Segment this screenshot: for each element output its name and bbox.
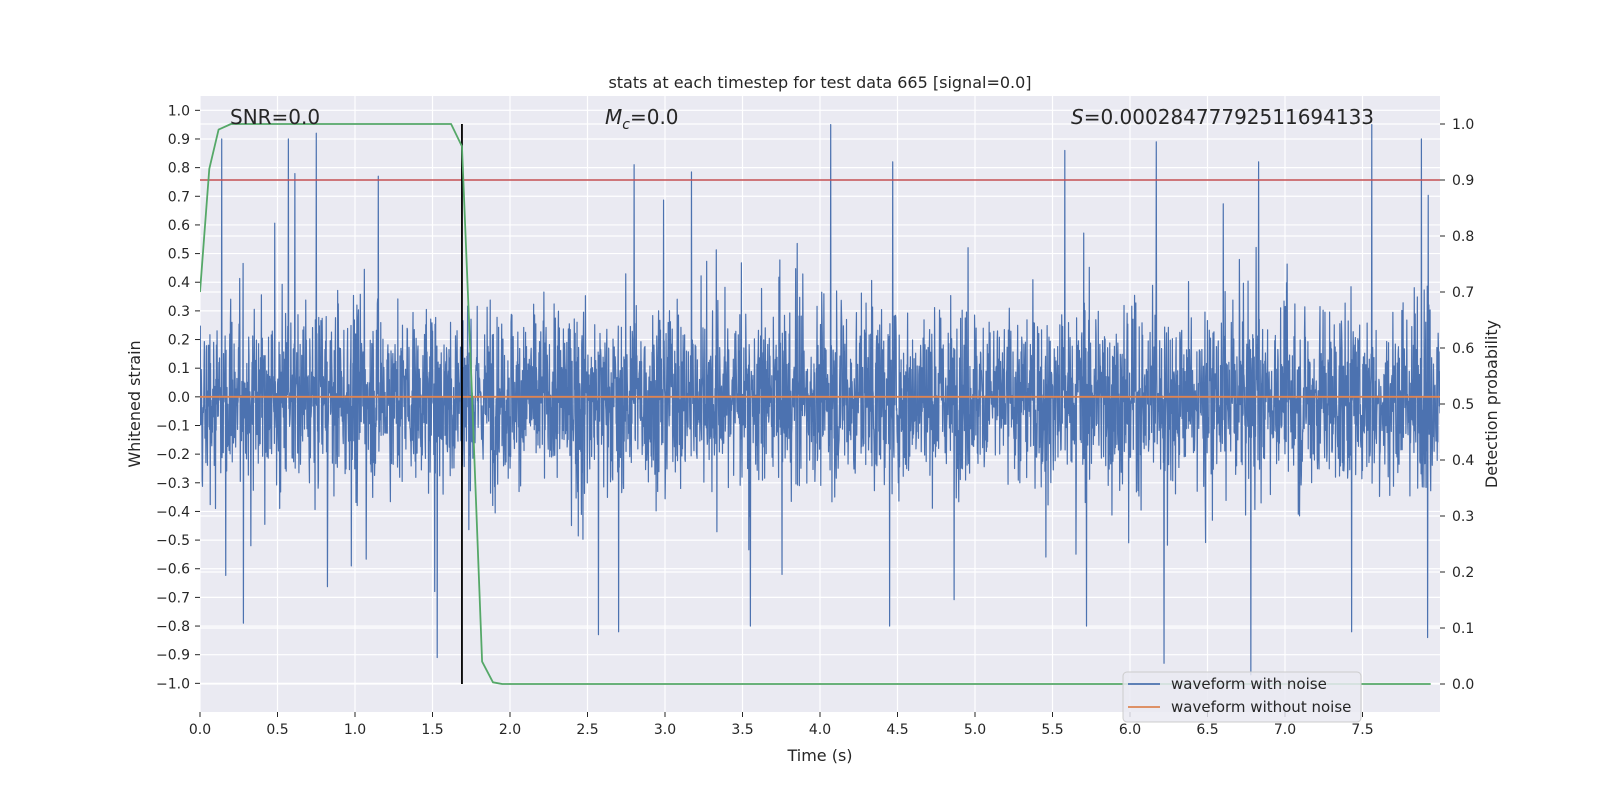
x-tick-label: 5.5 [1041,722,1063,738]
y-tick-label: 0.8 [168,161,190,177]
snr-annotation: SNR=0.0 [230,105,320,129]
y2-tick-label: 0.1 [1452,621,1474,637]
y-tick-label: 0.4 [168,275,190,291]
mc-subscript: c [622,117,630,133]
y2-tick-label: 0.7 [1452,285,1474,301]
y2-tick-label: 0.5 [1452,397,1474,413]
legend: waveform with noise waveform without noi… [1122,671,1362,723]
mc-annotation: Mc=0.0 [605,105,679,133]
legend-label-clean: waveform without noise [1171,698,1351,716]
series-detection-probability [200,123,1431,685]
x-tick-label: 0.0 [189,722,211,738]
x-tick-label: 2.5 [576,722,598,738]
y2-tick-label: 0.8 [1452,229,1474,245]
y-axis-label: Whitened strain [125,340,144,467]
y-tick-label: 0.7 [168,189,190,205]
x-tick-label: 5.0 [964,722,986,738]
y-tick-label: −0.1 [156,418,190,434]
y-tick-label: −0.4 [156,504,190,520]
mc-symbol: M [605,105,622,129]
y2-tick-label: 0.6 [1452,341,1474,357]
x-axis-label: Time (s) [786,746,852,765]
y2-tick-label: 0.4 [1452,453,1474,469]
y2-tick-label: 0.3 [1452,509,1474,525]
y-tick-label: 1.0 [168,103,190,119]
series-layer [200,123,1440,685]
y-tick-label: −0.8 [156,619,190,635]
y2-tick-label: 1.0 [1452,117,1474,133]
x-tick-label: 2.0 [499,722,521,738]
x-tick-label: 4.5 [886,722,908,738]
y-tick-label: 0.5 [168,247,190,263]
y-tick-label: 0.6 [168,218,190,234]
x-tick-label: 6.5 [1196,722,1218,738]
mc-value: =0.0 [630,105,679,129]
y-tick-label: −0.6 [156,562,190,578]
y-tick-label: 0.9 [168,132,190,148]
s-annotation: S=0.00028477792511694133 [1071,105,1374,129]
y-tick-label: −0.9 [156,648,190,664]
legend-box [1122,671,1362,723]
x-tick-label: 4.0 [809,722,831,738]
y-tick-label: −0.7 [156,590,190,606]
y2-tick-label: 0.9 [1452,173,1474,189]
y2-tick-label: 0.0 [1452,677,1474,693]
x-tick-label: 0.5 [266,722,288,738]
y2-tick-label: 0.2 [1452,565,1474,581]
s-symbol: S [1071,105,1084,129]
y-tick-label: −1.0 [156,676,190,692]
y-tick-label: 0.2 [168,333,190,349]
legend-label-noise: waveform with noise [1171,675,1327,693]
s-value: =0.00028477792511694133 [1084,105,1374,129]
axes: −1.0 −0.9 −0.8 −0.7 −0.6 −0.5 −0.4 −0.3 −0.2 −0.1… [156,103,1474,738]
x-tick-label: 6.0 [1119,722,1141,738]
x-tick-label: 3.0 [654,722,676,738]
y-tick-label: −0.2 [156,447,190,463]
y-tick-label: −0.5 [156,533,190,549]
chart-title: stats at each timestep for test data 665… [608,73,1031,92]
x-tick-label: 1.0 [344,722,366,738]
x-tick-label: 7.0 [1274,722,1296,738]
y-tick-label: −0.3 [156,476,190,492]
y-tick-label: 0.3 [168,304,190,320]
x-tick-label: 1.5 [421,722,443,738]
x-tick-label: 7.5 [1351,722,1373,738]
x-tick-label: 3.5 [731,722,753,738]
y2-axis-label: Detection probability [1482,320,1501,488]
y-tick-label: 0.0 [168,390,190,406]
series-waveform-with-noise [200,124,1440,676]
y-tick-label: 0.1 [168,361,190,377]
